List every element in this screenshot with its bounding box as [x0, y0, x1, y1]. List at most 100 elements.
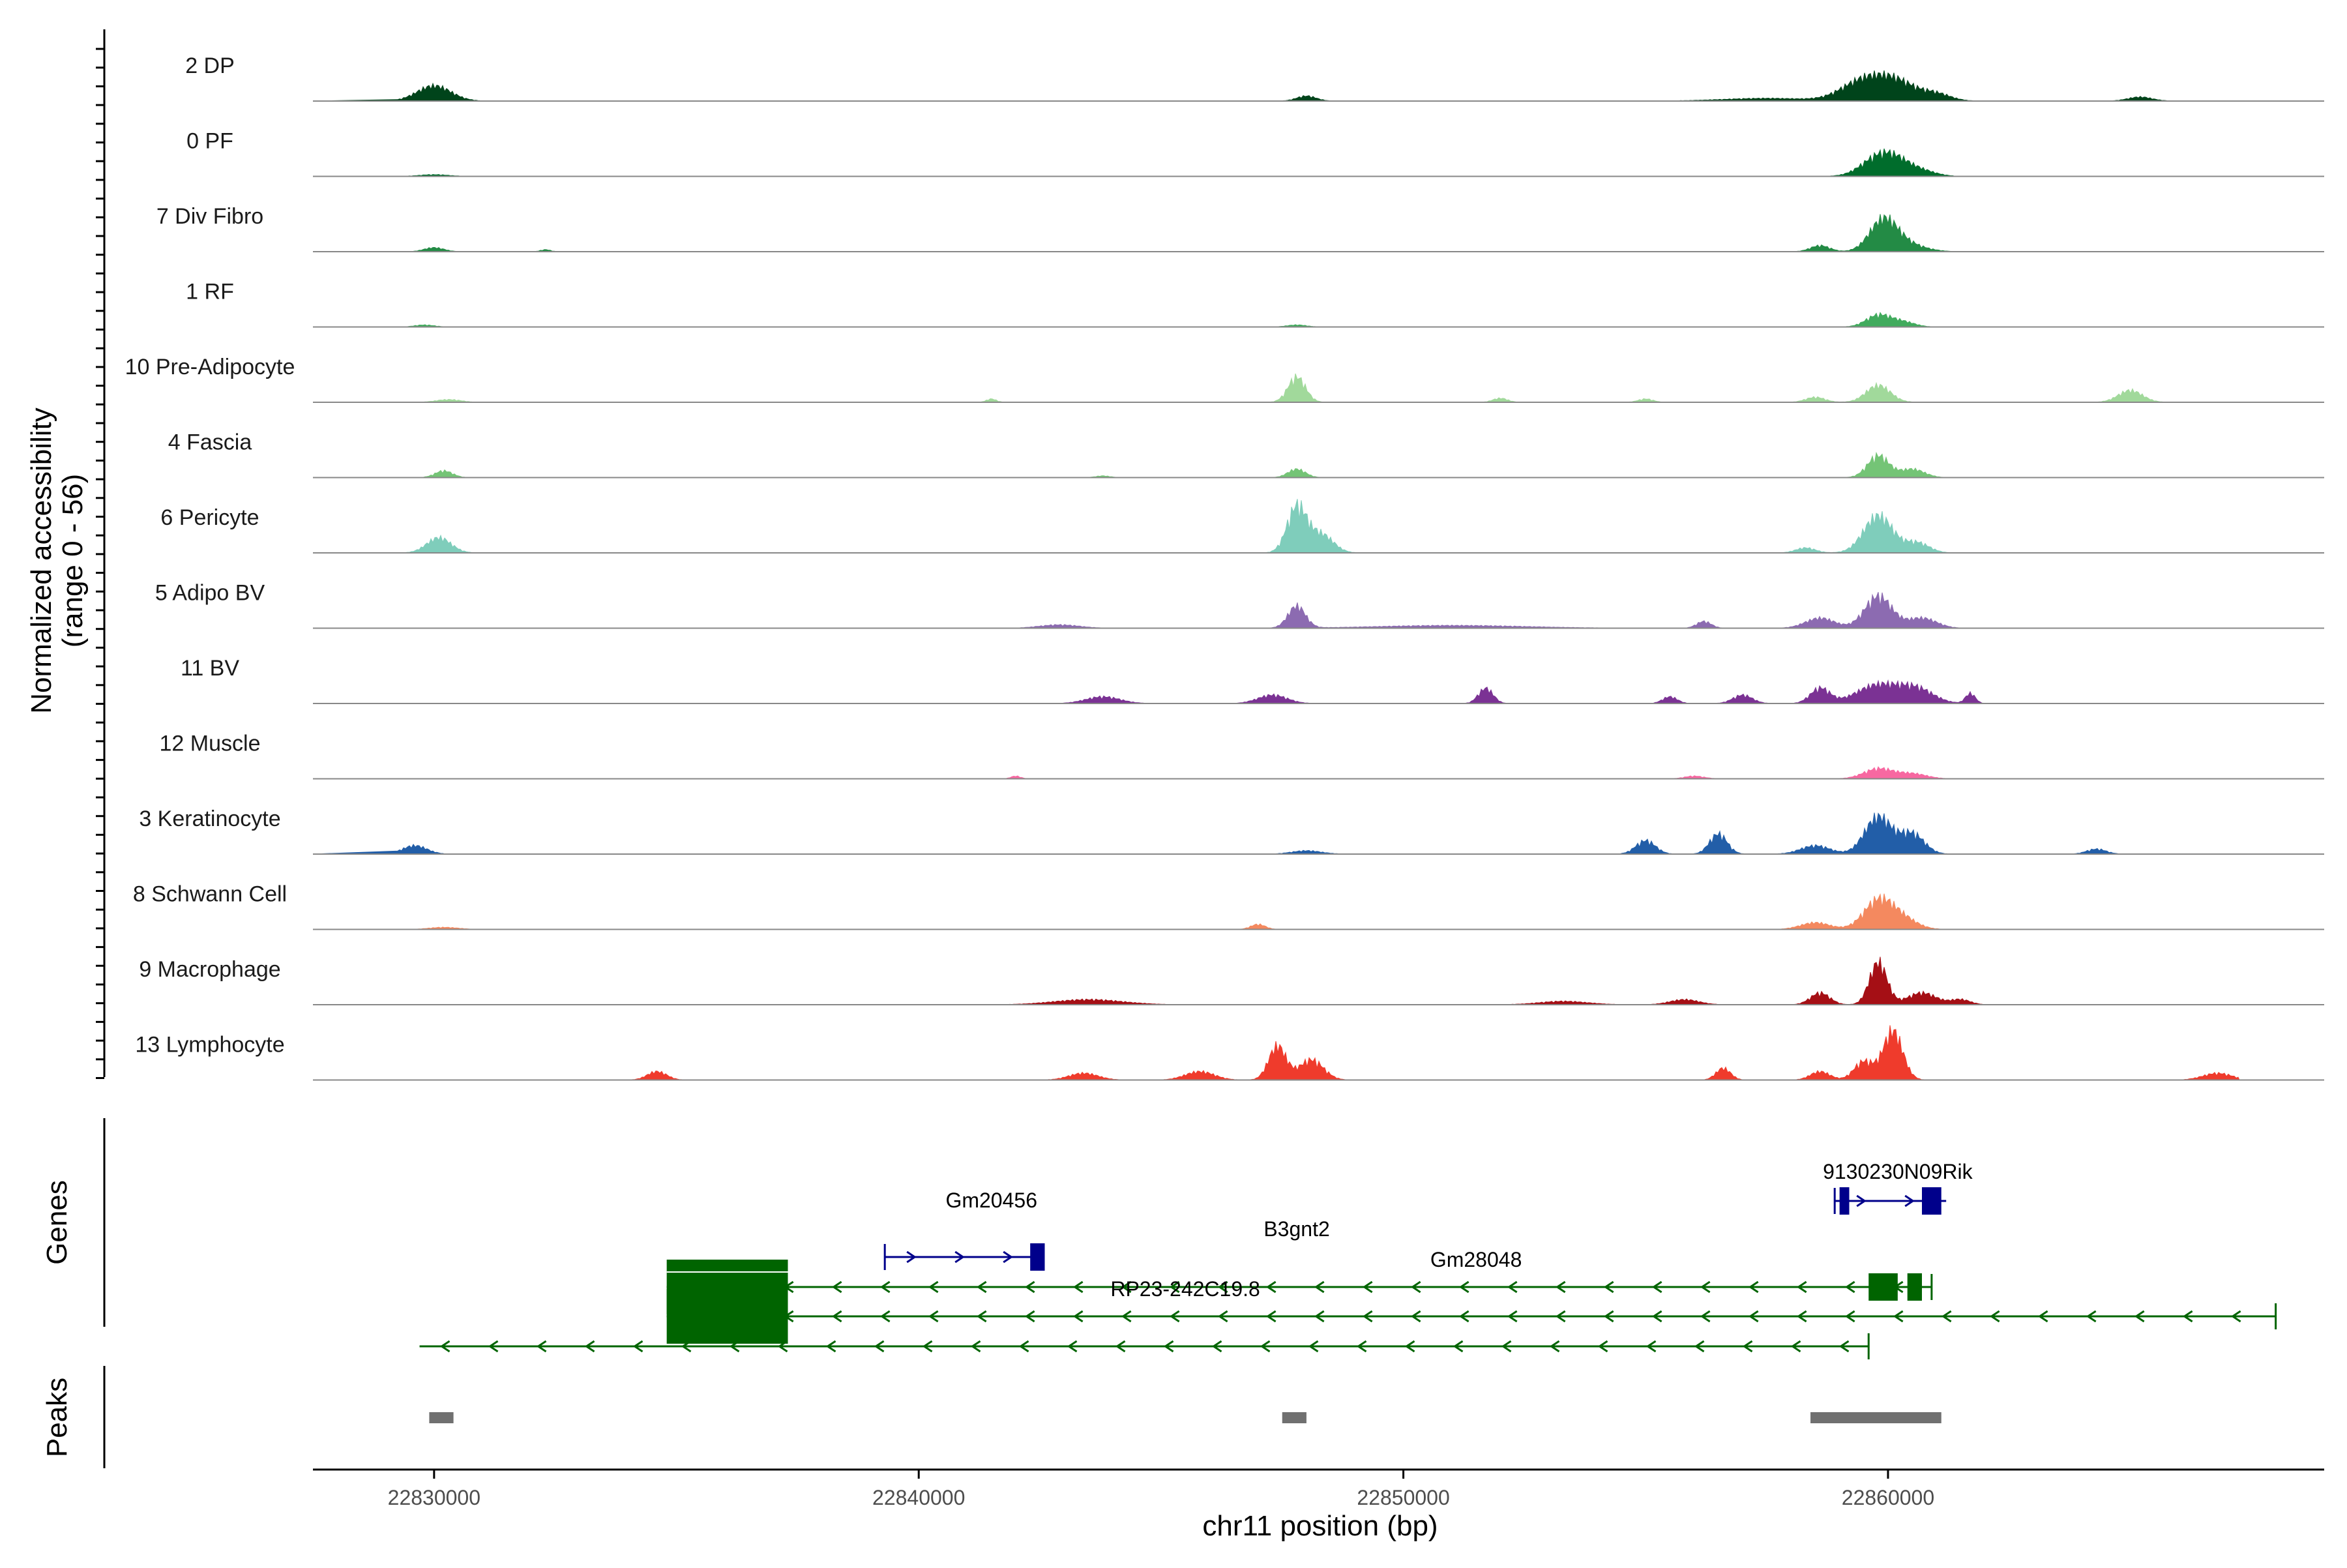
- strand-arrow: [1700, 1310, 1711, 1323]
- strand-arrow: [1549, 1340, 1560, 1353]
- x-axis: 22830000 22840000 22850000 22860000: [313, 1468, 2324, 1509]
- x-tick-label: 22850000: [1357, 1486, 1449, 1509]
- track-label: 0 PF: [186, 129, 233, 154]
- y-axis-title-line2: (range 0 - 56): [57, 474, 89, 648]
- gene-label: B3gnt2: [1263, 1217, 1329, 1241]
- strand-arrow: [632, 1340, 643, 1353]
- exon: [1839, 1187, 1850, 1215]
- strand-arrow: [1404, 1340, 1415, 1353]
- gene-Gm20456: Gm20456: [883, 1189, 1045, 1271]
- strand-arrow: [1844, 1280, 1855, 1294]
- strand-arrow: [1700, 1280, 1711, 1294]
- strand-arrow: [1796, 1310, 1807, 1323]
- strand-arrow: [1597, 1340, 1608, 1353]
- strand-arrow: [1844, 1310, 1855, 1323]
- strand-arrow: [1265, 1310, 1277, 1323]
- peak-region: [1810, 1412, 1941, 1423]
- strand-arrow: [922, 1340, 933, 1353]
- gene-RP23-242C19.8: RP23-242C19.8: [419, 1277, 1870, 1359]
- strand-arrow: [439, 1340, 450, 1353]
- coverage-area: [312, 499, 2239, 554]
- strand-arrow: [1265, 1280, 1277, 1294]
- track-label: 8 Schwann Cell: [133, 882, 287, 907]
- strand-arrow: [1163, 1340, 1174, 1353]
- strand-arrow: [879, 1280, 891, 1294]
- strand-arrow: [976, 1310, 987, 1323]
- strand-arrow: [1260, 1340, 1271, 1353]
- peak-region: [1282, 1412, 1306, 1423]
- coverage-area: [313, 451, 2239, 478]
- coverage-area: [313, 373, 2239, 403]
- track-label: 3 Keratinocyte: [139, 806, 280, 831]
- strand-arrow: [2037, 1310, 2048, 1323]
- strand-arrow: [1603, 1310, 1614, 1323]
- strand-arrow: [1651, 1310, 1662, 1323]
- track-4: 1 RF: [186, 280, 2324, 328]
- coverage-y-axis: [96, 29, 106, 1079]
- strand-arrow: [1067, 1340, 1078, 1353]
- peak-region: [429, 1412, 454, 1423]
- coverage-area: [313, 1025, 2240, 1080]
- strand-arrow: [831, 1310, 842, 1323]
- strand-arrow: [1362, 1280, 1373, 1294]
- strand-arrow: [1555, 1310, 1566, 1323]
- track-label: 13 Lymphocyte: [135, 1033, 284, 1058]
- strand-arrow: [1838, 1340, 1850, 1353]
- strand-arrow: [536, 1340, 547, 1353]
- gene-9130230N09Rik: 9130230N09Rik: [1823, 1160, 1973, 1215]
- strand-arrow: [1458, 1310, 1469, 1323]
- strand-arrow: [928, 1280, 939, 1294]
- strand-arrow: [928, 1310, 939, 1323]
- gene-Gm28048: Gm28048: [666, 1248, 2277, 1344]
- coverage-area: [313, 766, 2239, 779]
- exon: [1907, 1273, 1922, 1301]
- strand-arrow: [976, 1280, 987, 1294]
- strand-arrow: [1024, 1310, 1035, 1323]
- x-axis-title: chr11 position (bp): [1202, 1510, 1438, 1542]
- strand-arrow: [1646, 1340, 1657, 1353]
- coverage-area: [313, 679, 2239, 704]
- strand-arrow: [1856, 1194, 1867, 1207]
- coverage-area: [312, 312, 2239, 327]
- strand-arrow: [1410, 1310, 1421, 1323]
- strand-arrow: [831, 1280, 842, 1294]
- strand-arrow: [1018, 1340, 1029, 1353]
- strand-arrow: [1904, 1194, 1915, 1207]
- x-tick-label: 22840000: [872, 1486, 965, 1509]
- strand-arrow: [1796, 1280, 1807, 1294]
- strand-arrow: [1748, 1310, 1759, 1323]
- gene-label: Gm20456: [945, 1189, 1037, 1212]
- track-13: 9 Macrophage: [139, 956, 2324, 1005]
- coverage-area: [313, 214, 2239, 252]
- strand-arrow: [1169, 1280, 1180, 1294]
- strand-arrow: [954, 1250, 965, 1264]
- strand-arrow: [777, 1340, 788, 1353]
- strand-arrow: [1072, 1280, 1084, 1294]
- track-1: 2 DP: [185, 53, 2324, 102]
- track-label: 9 Macrophage: [139, 957, 280, 982]
- strand-arrow: [1941, 1310, 1952, 1323]
- coverage-tracks: 2 DP 0 PF 7 Div Fibro 1 RF 10 Pre-Adipocyte 4…: [125, 53, 2324, 1081]
- strand-arrow: [1989, 1310, 2000, 1323]
- track-label: 10 Pre-Adipocyte: [125, 355, 295, 379]
- track-7: 6 Pericyte: [160, 499, 2324, 554]
- gene-B3gnt2: B3gnt2: [666, 1217, 1933, 1314]
- coverage-area: [312, 70, 2239, 102]
- strand-arrow: [2086, 1310, 2097, 1323]
- track-14: 13 Lymphocyte: [135, 1025, 2324, 1081]
- gene-label: RP23-242C19.8: [1110, 1277, 1260, 1301]
- strand-arrow: [1003, 1250, 1013, 1264]
- gene-label: Gm28048: [1430, 1248, 1522, 1271]
- strand-arrow: [1217, 1310, 1228, 1323]
- strand-arrow: [825, 1340, 836, 1353]
- coverage-area: [313, 956, 2239, 1005]
- coverage-area: [313, 592, 2239, 629]
- y-axis-title-line1: Normalized accessibility: [25, 407, 57, 713]
- strand-arrow: [1169, 1310, 1180, 1323]
- strand-arrow: [1453, 1340, 1464, 1353]
- strand-arrow: [1651, 1280, 1662, 1294]
- strand-arrow: [1121, 1280, 1132, 1294]
- gene-annotation-track: Gm20456 B3gnt2 Gm28048 RP23-242C19.8 9130230…: [419, 1160, 2277, 1359]
- strand-arrow: [1507, 1280, 1518, 1294]
- strand-arrow: [1308, 1340, 1319, 1353]
